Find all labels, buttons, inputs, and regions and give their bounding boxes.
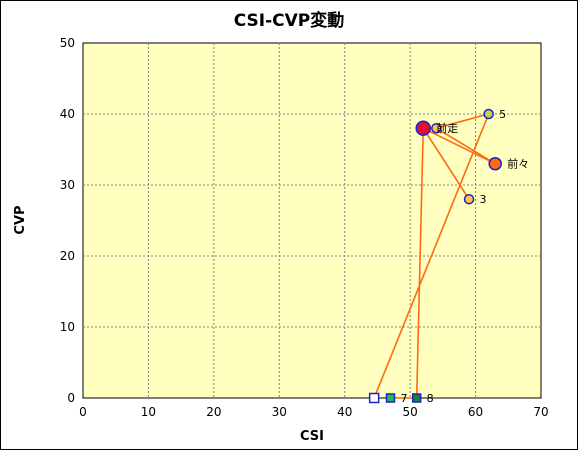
data-point-circle xyxy=(415,120,431,136)
x-tick-label: 40 xyxy=(337,405,352,419)
tick-labels: 0 10 20 30 40 50 60 70 0 10 20 30 40 50 xyxy=(60,36,549,419)
x-tick-label: 20 xyxy=(206,405,221,419)
point-label: 前走 xyxy=(436,121,458,135)
point-label: 8 xyxy=(427,392,434,405)
data-points xyxy=(368,108,502,404)
point-label: 前々 xyxy=(507,157,529,171)
x-axis-label: CSI xyxy=(300,429,324,444)
data-point-square xyxy=(411,393,422,403)
point-label: 7 xyxy=(401,392,408,405)
point-label: 5 xyxy=(499,108,506,121)
data-point-circle xyxy=(488,156,502,171)
x-tick-label: 10 xyxy=(141,405,156,419)
y-tick-label: 20 xyxy=(60,249,75,263)
data-point-circle xyxy=(483,108,494,120)
point-label: 3 xyxy=(480,193,487,206)
y-tick-label: 30 xyxy=(60,178,75,192)
data-point-circle xyxy=(463,193,475,205)
x-tick-label: 0 xyxy=(79,405,87,419)
y-axis-label: CVP xyxy=(13,205,28,234)
x-tick-label: 70 xyxy=(533,405,548,419)
y-tick-label: 0 xyxy=(67,391,75,405)
grid-lines xyxy=(83,43,541,398)
x-tick-label: 30 xyxy=(272,405,287,419)
y-tick-label: 10 xyxy=(60,320,75,334)
y-tick-label: 40 xyxy=(60,107,75,121)
x-tick-label: 50 xyxy=(403,405,418,419)
data-point-circle xyxy=(431,122,442,134)
point-labels: 7 8 3 5 前々 前走 xyxy=(401,108,530,405)
chart-title: CSI-CVP変動 xyxy=(234,10,345,31)
data-point-square xyxy=(385,393,396,403)
x-tick-label: 60 xyxy=(468,405,483,419)
data-point-square xyxy=(368,392,380,404)
plot-area xyxy=(82,42,542,399)
y-tick-label: 50 xyxy=(60,36,75,50)
